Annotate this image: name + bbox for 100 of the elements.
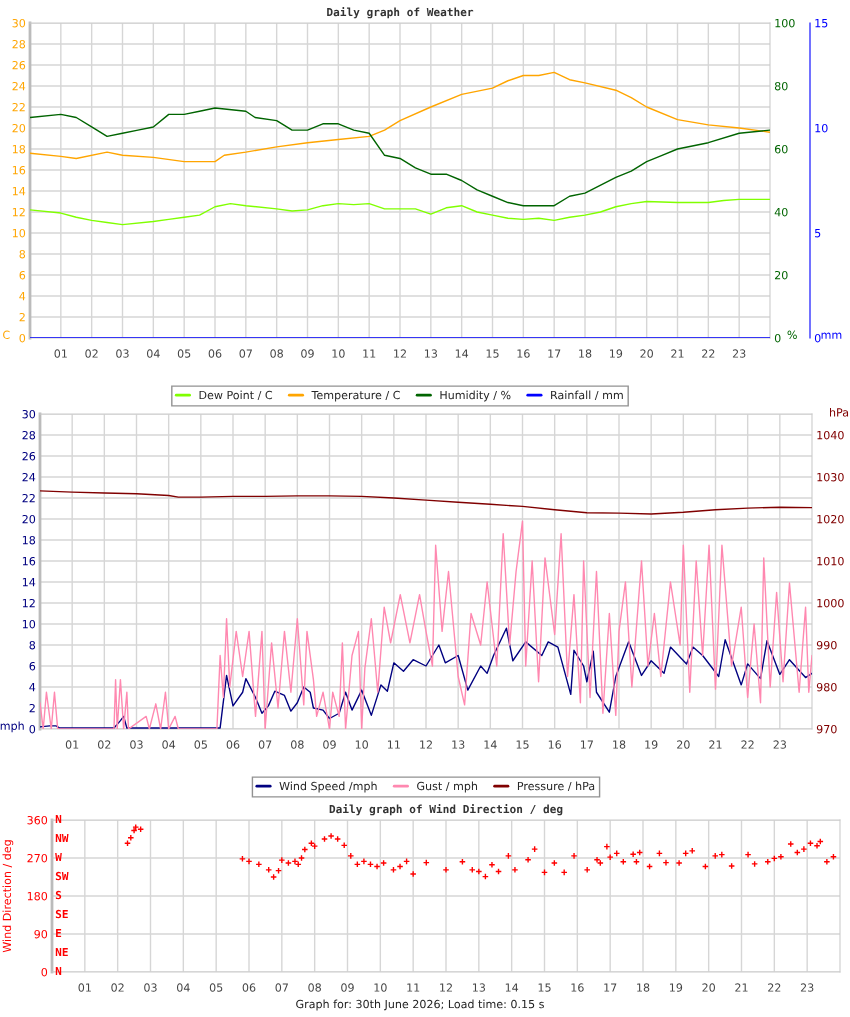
- annotation: E: [56, 928, 62, 938]
- x-tick-label: 18: [613, 740, 626, 749]
- x-tick-label: 21: [735, 983, 748, 992]
- legend-label: Wind Speed /mph: [279, 781, 377, 793]
- y-tick-label: 10: [12, 228, 26, 238]
- y-tick-label: 30: [12, 18, 26, 28]
- y3-axis-title: mm: [821, 332, 842, 339]
- x-tick-label: 20: [677, 740, 690, 749]
- x-tick-label: 12: [440, 983, 452, 992]
- x-tick-label: 16: [517, 349, 530, 358]
- x-tick-label: 15: [486, 349, 499, 358]
- legend-label: Rainfall / mm: [551, 390, 623, 401]
- y-tick-label: 24: [12, 81, 26, 91]
- x-tick-label: 18: [637, 983, 650, 992]
- x-tick-label: 09: [301, 349, 314, 358]
- x-tick-label: 02: [85, 349, 98, 358]
- y2-tick-label: 1000: [817, 598, 844, 608]
- y-tick-label: 4: [19, 292, 26, 301]
- y-tick-label: 2: [19, 312, 25, 322]
- x-tick-label: 16: [571, 983, 584, 992]
- x-tick-label: 23: [773, 740, 787, 749]
- chart-title: Daily graph of Wind Direction / deg: [329, 804, 563, 816]
- x-tick-label: 07: [275, 983, 288, 992]
- y2-tick-label: 1030: [817, 472, 844, 482]
- legend-label: Humidity / %: [440, 390, 511, 402]
- line-series: [30, 198, 770, 226]
- chart-title: Daily graph of Weather: [327, 7, 474, 19]
- y3-tick-label: 15: [815, 19, 828, 28]
- legend-label: Dew Point / C: [199, 390, 273, 401]
- y-axis-title: mph: [0, 721, 24, 733]
- x-tick-label: 10: [355, 740, 368, 749]
- x-tick-label: 02: [98, 740, 111, 749]
- annotation: NW: [55, 833, 69, 843]
- x-tick-label: 09: [341, 983, 354, 992]
- y-tick-label: 0: [19, 333, 26, 343]
- annotation: N: [55, 814, 62, 824]
- y-tick-label: 22: [12, 102, 25, 112]
- y2-axis-title: hPa: [830, 407, 849, 417]
- x-tick-label: 11: [407, 983, 420, 992]
- x-tick-label: 03: [130, 740, 143, 749]
- y-tick-label: 4: [29, 683, 36, 692]
- text: Graph for: 30th June 2026; Load time: 0.15 s: [296, 999, 544, 1011]
- legend-label: Gust / mph: [417, 781, 478, 793]
- x-tick-label: 17: [548, 349, 561, 358]
- x-tick-label: 17: [604, 983, 617, 992]
- x-tick-label: 11: [363, 349, 376, 358]
- x-tick-label: 08: [291, 740, 304, 749]
- y2-tick-label: 990: [816, 640, 837, 650]
- legend-label: Temperature / C: [311, 390, 400, 402]
- annotation: S: [55, 890, 62, 900]
- x-tick-label: 18: [579, 349, 592, 358]
- y-tick-label: 20: [22, 514, 36, 524]
- y2-tick-label: 0: [774, 333, 781, 343]
- y-tick-label: 16: [22, 556, 36, 566]
- y2-tick-label: 60: [774, 144, 788, 154]
- x-tick-label: 12: [420, 740, 432, 749]
- x-tick-label: 16: [548, 740, 562, 749]
- x-tick-label: 13: [472, 983, 486, 992]
- x-tick-label: 21: [671, 349, 684, 358]
- x-tick-label: 05: [209, 983, 223, 992]
- y2-tick-label: 40: [774, 207, 788, 217]
- x-tick-label: 11: [387, 740, 400, 749]
- y2-tick-label: 980: [816, 682, 837, 692]
- y-tick-label: 360: [27, 815, 48, 825]
- y-tick-label: 22: [22, 493, 35, 503]
- y-tick-label: 26: [22, 451, 36, 461]
- y2-tick-label: 1040: [817, 430, 844, 440]
- y-tick-label: 30: [22, 409, 36, 419]
- x-tick-label: 22: [768, 983, 781, 992]
- x-tick-label: 09: [323, 740, 336, 749]
- y-axis-title: C: [3, 330, 10, 339]
- x-tick-label: 14: [455, 349, 469, 358]
- x-tick-label: 19: [645, 740, 658, 749]
- y-tick-label: 10: [22, 619, 36, 629]
- y-tick-label: 0: [41, 967, 48, 977]
- x-tick-label: 19: [669, 983, 683, 992]
- x-tick-label: 23: [732, 349, 746, 358]
- x-tick-label: 01: [65, 740, 79, 749]
- x-tick-label: 14: [505, 983, 519, 992]
- y-tick-label: 20: [12, 123, 26, 133]
- x-tick-label: 01: [54, 349, 67, 358]
- y-tick-label: 6: [19, 270, 26, 280]
- y-tick-label: 26: [12, 60, 26, 70]
- y-tick-label: 24: [22, 472, 36, 482]
- y-tick-label: 2: [29, 703, 35, 713]
- x-tick-label: 15: [516, 740, 529, 749]
- annotation: NE: [55, 947, 68, 957]
- y-tick-label: 270: [27, 853, 48, 863]
- legend-label: Pressure / hPa: [517, 781, 595, 792]
- x-tick-label: 17: [580, 740, 593, 749]
- y2-tick-label: 80: [774, 81, 788, 91]
- y2-tick-label: 1010: [817, 556, 844, 566]
- x-tick-label: 14: [484, 740, 497, 749]
- y-tick-label: 12: [12, 207, 25, 217]
- x-tick-label: 06: [242, 983, 256, 992]
- x-tick-label: 22: [702, 349, 715, 358]
- x-tick-label: 06: [208, 349, 222, 358]
- x-tick-label: 08: [270, 349, 283, 358]
- annotation: SW: [55, 871, 69, 881]
- x-tick-label: 13: [424, 349, 438, 358]
